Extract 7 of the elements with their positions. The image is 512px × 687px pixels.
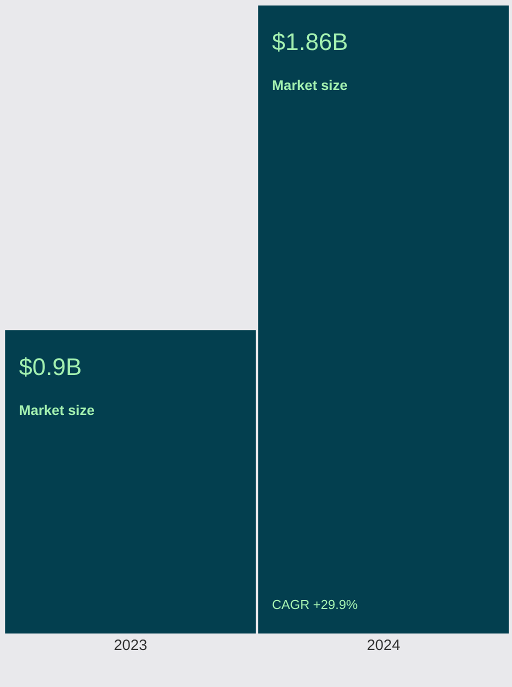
x-tick-label: 2023: [114, 637, 148, 654]
data-label: $1.86B: [272, 29, 348, 56]
annotation: Market size: [272, 77, 348, 93]
annotation: CAGR +29.9%: [272, 597, 358, 612]
data-label: $0.9B: [19, 354, 82, 381]
x-tick-label: 2024: [366, 637, 400, 654]
annotation: Market size: [19, 402, 95, 418]
